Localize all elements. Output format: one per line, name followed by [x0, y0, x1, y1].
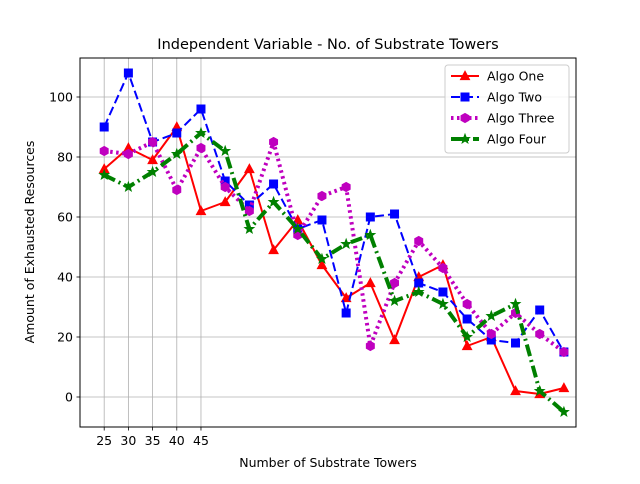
data-point — [146, 165, 159, 178]
data-point — [341, 181, 351, 193]
data-point — [196, 104, 206, 114]
data-point — [510, 385, 521, 396]
data-point — [122, 180, 135, 193]
data-point — [195, 205, 207, 216]
x-tick-label: 45 — [193, 433, 209, 448]
data-point — [340, 292, 352, 303]
legend-item: Algo Two — [451, 90, 542, 105]
y-tick-label: 0 — [65, 390, 73, 405]
data-point — [220, 181, 230, 193]
data-point — [462, 314, 472, 324]
series-line — [103, 131, 566, 414]
x-tick-label: 30 — [120, 433, 136, 448]
data-point — [244, 205, 254, 217]
legend-label: Algo Three — [487, 111, 555, 126]
data-point — [436, 297, 449, 310]
x-tick-label: 40 — [169, 433, 185, 448]
data-point — [364, 228, 377, 241]
data-point — [389, 334, 400, 345]
y-tick-label: 40 — [57, 270, 73, 285]
data-point — [269, 179, 279, 189]
data-point — [195, 126, 207, 139]
data-point — [461, 340, 473, 351]
data-point — [533, 384, 546, 397]
data-point — [535, 305, 545, 315]
legend-box — [444, 64, 570, 154]
data-point — [509, 297, 522, 310]
data-point — [341, 308, 351, 318]
legend-marker — [460, 112, 470, 124]
data-point — [317, 215, 327, 225]
data-point — [170, 147, 183, 160]
data-point — [172, 184, 182, 196]
data-point — [365, 212, 375, 222]
data-point — [99, 145, 109, 157]
x-tick-label: 25 — [96, 433, 112, 448]
data-point — [388, 294, 401, 307]
data-point — [243, 163, 255, 174]
data-point — [559, 346, 569, 358]
data-point — [414, 235, 424, 247]
legend-marker — [459, 132, 471, 145]
x-axis-label: Number of Substrate Towers — [239, 455, 417, 470]
data-point — [557, 405, 570, 418]
data-point — [219, 144, 232, 157]
legend-marker — [459, 70, 471, 81]
y-axis-label: Amount of Exhausted Resources — [22, 141, 37, 344]
x-tick-label: 35 — [145, 433, 161, 448]
data-point — [316, 252, 328, 265]
data-point — [438, 262, 448, 274]
data-point — [219, 196, 231, 207]
data-point — [412, 285, 425, 298]
legend-label: Algo Two — [487, 90, 542, 105]
data-point — [486, 328, 496, 340]
data-point — [511, 338, 521, 348]
data-point — [438, 287, 448, 297]
data-point — [316, 259, 328, 270]
data-point — [98, 168, 111, 181]
data-point — [558, 382, 570, 393]
y-tick-label: 80 — [57, 150, 73, 165]
series-algo-three — [99, 136, 569, 358]
data-point — [364, 277, 376, 288]
legend-marker — [460, 92, 470, 102]
legend-label: Algo One — [487, 69, 544, 84]
data-point — [485, 309, 498, 322]
legend-item: Algo Three — [451, 111, 555, 126]
series-group — [98, 68, 570, 418]
data-point — [147, 154, 158, 165]
data-point — [461, 330, 474, 343]
y-tick-label: 100 — [49, 90, 73, 105]
y-tick-label: 60 — [57, 210, 73, 225]
data-point — [535, 328, 545, 340]
legend-item: Algo Four — [451, 132, 547, 147]
data-point — [172, 128, 182, 138]
data-point — [243, 222, 256, 235]
data-point — [317, 190, 327, 202]
data-point — [291, 222, 304, 235]
legend-label: Algo Four — [487, 132, 547, 147]
data-point — [390, 277, 400, 289]
plot-frame — [79, 57, 577, 428]
data-point — [365, 340, 375, 352]
chart-title: Independent Variable - No. of Substrate … — [157, 37, 498, 53]
data-point — [99, 122, 109, 132]
data-point — [340, 237, 353, 250]
data-point — [269, 136, 279, 148]
axes: 25 30 35 40 45 0 20 40 60 80 100 — [49, 90, 209, 449]
data-point — [268, 244, 279, 255]
legend: Algo One Algo Two Algo Three Algo Four — [444, 64, 570, 154]
data-point — [123, 68, 133, 78]
data-point — [267, 195, 280, 208]
data-point — [148, 136, 158, 148]
legend-item: Algo One — [451, 69, 544, 84]
data-point — [123, 148, 133, 160]
series-algo-four — [98, 126, 570, 418]
data-point — [196, 142, 206, 154]
data-point — [462, 298, 472, 310]
y-tick-label: 20 — [57, 330, 73, 345]
data-point — [390, 209, 400, 219]
